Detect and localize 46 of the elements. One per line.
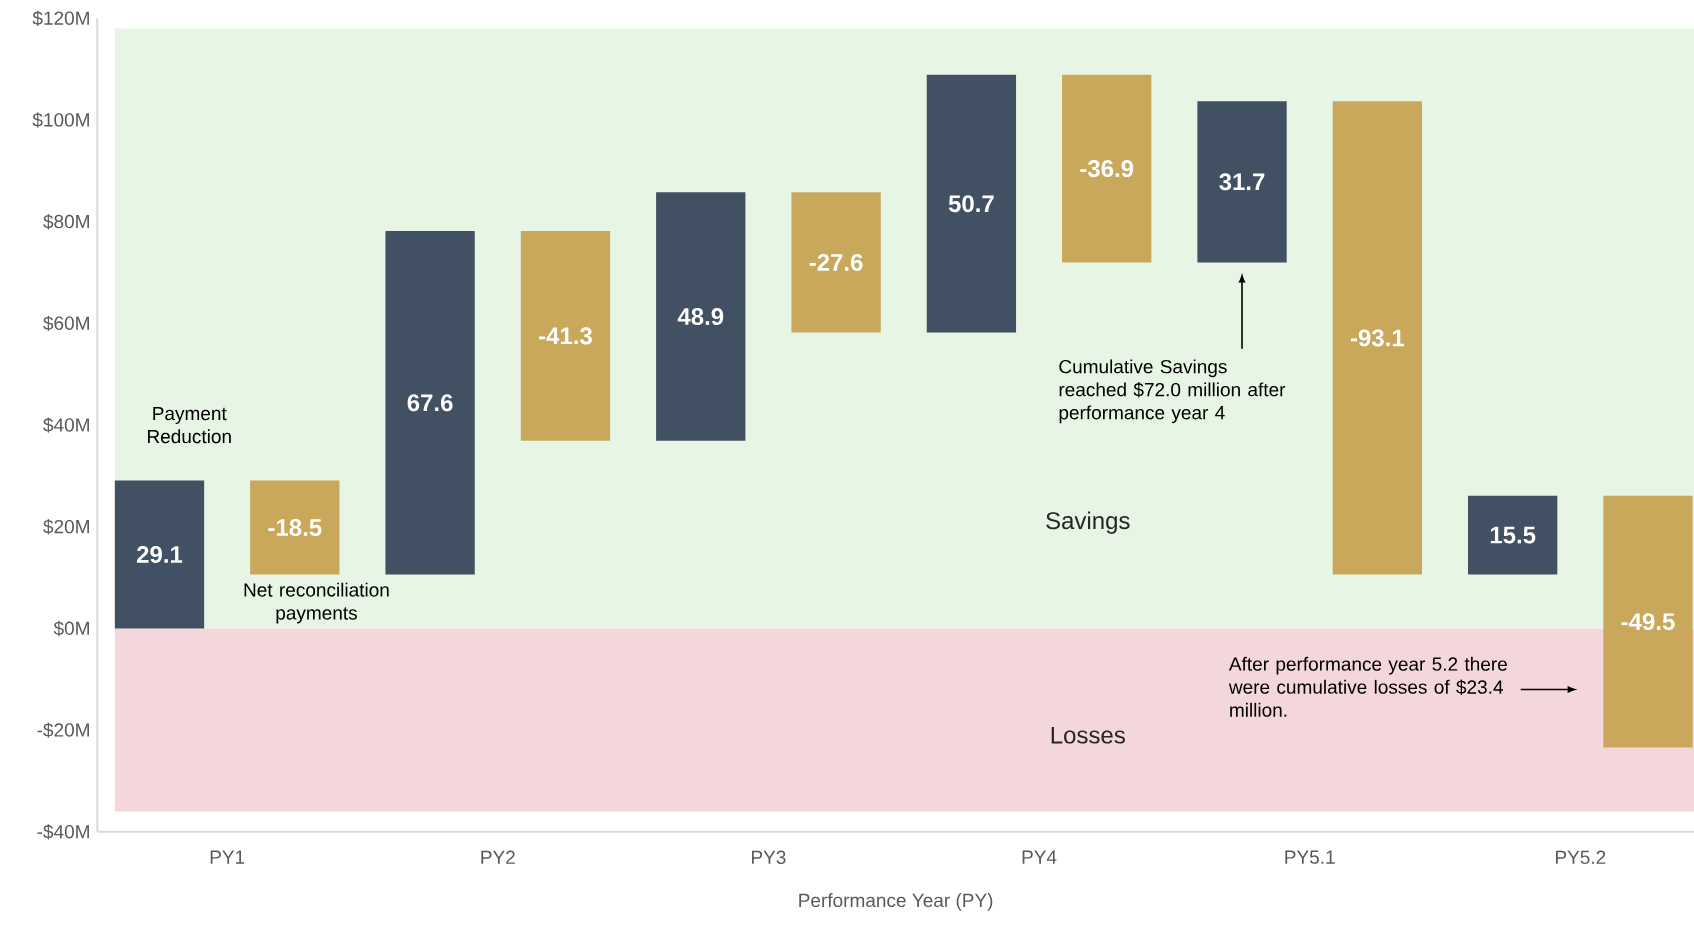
annotation: After performance year 5.2 there were cumulative losses of $23.4 million.: [1228, 656, 1507, 717]
data-label: -41.3: [539, 327, 592, 345]
bar: [114, 480, 205, 629]
bar: [385, 230, 475, 575]
data-label: 67.6: [407, 394, 453, 412]
band-label: Savings: [1046, 511, 1130, 535]
y-tick-label: $120M: [32, 10, 89, 27]
y-tick-label: $100M: [32, 112, 89, 128]
bar: [791, 192, 881, 333]
x-axis-title: Performance Year (PY): [799, 893, 993, 911]
bar: [520, 230, 611, 441]
data-label: 29.1: [136, 546, 183, 564]
y-tick-label: $80M: [43, 214, 89, 230]
band-label: Losses: [1051, 727, 1125, 744]
bar: [1062, 74, 1152, 263]
data-label: 15.5: [1490, 526, 1536, 544]
data-label: 31.7: [1219, 173, 1265, 191]
y-tick-label: $40M: [43, 417, 89, 433]
annotation: Payment Reduction: [148, 407, 231, 444]
x-tick-label: PY5.2: [1556, 850, 1606, 865]
data-label: -18.5: [268, 519, 322, 537]
y-tick-label: $0M: [53, 620, 89, 637]
y-tick-label: -$40M: [37, 824, 89, 840]
bar: [926, 74, 1017, 333]
x-tick-label: PY1: [210, 850, 245, 864]
bar: [250, 480, 340, 575]
bar: [1468, 495, 1558, 575]
annotation: Net reconciliation payments: [244, 582, 389, 624]
data-label: -36.9: [1080, 160, 1134, 178]
x-tick-label: PY2: [481, 850, 515, 864]
data-label: -49.5: [1621, 613, 1675, 631]
bar: [1332, 101, 1422, 575]
x-tick-label: PY5.1: [1285, 850, 1335, 864]
data-label: -27.6: [809, 254, 863, 271]
x-tick-label: PY3: [752, 850, 786, 865]
bar: [656, 192, 746, 441]
annotation: Cumulative Savings reached $72.0 million after performance year 4: [1059, 359, 1286, 424]
bar: [1603, 495, 1693, 748]
data-label: -93.1: [1350, 329, 1405, 347]
bar: [1197, 101, 1287, 263]
y-tick-label: $20M: [43, 519, 89, 535]
x-tick-label: PY4: [1022, 850, 1057, 864]
y-tick-label: $60M: [43, 315, 89, 332]
data-label: 50.7: [948, 195, 994, 213]
data-label: 48.9: [677, 308, 724, 326]
y-tick-label: -$20M: [37, 722, 89, 738]
